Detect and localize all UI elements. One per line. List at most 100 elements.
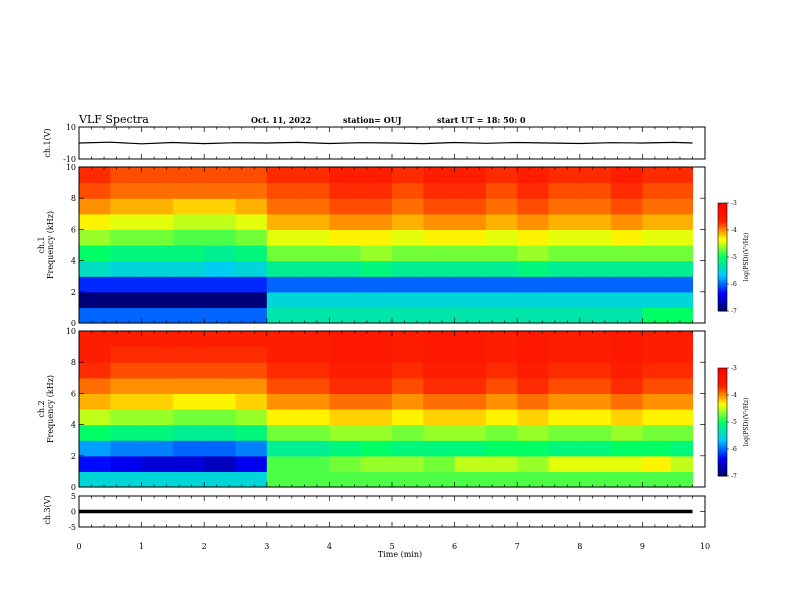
spectrogram-cell xyxy=(548,455,581,472)
colorbar-segment xyxy=(718,213,727,217)
colorbar-label: log(PSD)(V²/Hz) xyxy=(743,398,750,447)
spectrogram-cell xyxy=(266,307,299,324)
spectrogram-cell xyxy=(141,331,174,348)
x-tick-label: 0 xyxy=(76,542,81,551)
spectrogram-cell xyxy=(266,167,299,184)
colorbar-segment xyxy=(718,422,727,425)
colorbar-segment xyxy=(718,239,727,242)
spectrogram-cell xyxy=(579,346,612,363)
spectrogram-cell xyxy=(266,229,299,246)
spectrogram-cell xyxy=(110,182,143,199)
spectrogram-cell xyxy=(298,245,330,262)
spectrogram-cell xyxy=(423,291,456,308)
spectrogram-cell xyxy=(235,260,268,277)
spectrogram-cell xyxy=(548,471,581,488)
spectrogram-cell xyxy=(642,362,672,379)
spectrogram-cell xyxy=(329,213,362,230)
spectrogram-cell xyxy=(79,346,111,363)
spectrogram-cell xyxy=(110,260,143,277)
spectrogram-cell xyxy=(110,331,143,348)
spectrogram-cell xyxy=(172,362,205,379)
spectrogram-cell xyxy=(517,198,550,215)
spectrogram-cell xyxy=(548,377,581,394)
colorbar-segment xyxy=(718,407,727,410)
spectrogram-cell xyxy=(485,440,518,457)
spectrogram-cell xyxy=(266,471,299,488)
spectrogram-cell xyxy=(423,245,456,262)
spectrogram-cell xyxy=(423,307,456,324)
colorbar-label: log(PSD)(V²/Hz) xyxy=(743,233,750,282)
colorbar-segment xyxy=(718,373,727,376)
spectrogram-cell xyxy=(266,291,299,308)
colorbar-segment xyxy=(718,309,727,312)
spectrogram-cell xyxy=(110,307,143,324)
spectrogram-cell xyxy=(329,362,362,379)
colorbar-segment xyxy=(718,266,727,269)
colorbar-segment xyxy=(718,416,727,419)
spectrogram-cell xyxy=(298,291,330,308)
colorbar-segment xyxy=(718,384,727,387)
spectrogram-cell xyxy=(423,471,456,488)
spectrogram-cell xyxy=(670,213,694,230)
colorbar-segment xyxy=(718,389,727,392)
colorbar-segment xyxy=(718,474,727,477)
spectrogram-cell xyxy=(79,377,111,394)
colorbar-segment xyxy=(718,425,727,428)
colorbar-segment xyxy=(718,398,727,401)
spectrogram-cell xyxy=(172,276,205,293)
spectrogram-cell xyxy=(642,276,672,293)
spectrogram-cell xyxy=(517,260,550,277)
spectrogram-cell xyxy=(360,291,393,308)
colorbar-segment xyxy=(718,240,727,244)
colorbar-segment xyxy=(718,289,727,292)
spectrogram-cell xyxy=(172,455,205,472)
spectrogram-cell xyxy=(172,229,205,246)
colorbar-segment xyxy=(718,461,727,464)
spectrogram-cell xyxy=(235,409,268,426)
colorbar-segment xyxy=(718,303,727,307)
spectrogram-cell xyxy=(517,346,550,363)
spectrogram-cell xyxy=(141,440,174,457)
spectrogram-cell xyxy=(454,362,487,379)
spectrogram-cell xyxy=(548,276,581,293)
spectrogram-cell xyxy=(579,213,612,230)
spectrogram-cell xyxy=(485,167,518,184)
spectrogram-cell xyxy=(485,331,518,348)
colorbar-segment xyxy=(718,438,727,441)
colorbar-segment xyxy=(718,285,727,289)
spectrogram-cell xyxy=(360,260,393,277)
colorbar-segment xyxy=(718,221,727,224)
colorbar-segment xyxy=(718,402,727,405)
spectrogram-cell xyxy=(392,393,424,410)
spectrogram-cell xyxy=(579,424,612,441)
spectrogram-cell xyxy=(141,229,174,246)
x-tick-label: 8 xyxy=(577,542,582,551)
spectrogram-cell xyxy=(517,471,550,488)
colorbar-segment xyxy=(718,382,727,385)
colorbar-segment xyxy=(718,371,727,374)
colorbar-segment xyxy=(718,386,727,389)
colorbar-segment xyxy=(718,458,727,461)
spectrogram-cell xyxy=(548,182,581,199)
spectrogram-cell xyxy=(642,260,672,277)
x-tick-label: 7 xyxy=(515,542,520,551)
spectrogram-cell xyxy=(235,377,268,394)
spectrogram-cell xyxy=(141,455,174,472)
spectrogram-cell xyxy=(110,393,143,410)
spectrogram-cell xyxy=(79,276,111,293)
ch3-waveform-panel: 5 0 -5 xyxy=(68,492,706,532)
spectrogram-cell xyxy=(329,377,362,394)
spectrogram-cell xyxy=(79,409,111,426)
spectrogram-cell xyxy=(266,276,299,293)
spectrogram-cell xyxy=(642,409,672,426)
spectrogram-cell xyxy=(329,424,362,441)
colorbar-segment xyxy=(718,436,727,439)
spectrogram-cell xyxy=(670,182,694,199)
spectrogram-cell xyxy=(79,167,111,184)
spectrogram-cell xyxy=(642,307,672,324)
spectrogram-cell xyxy=(172,167,205,184)
spectrogram-cell xyxy=(517,377,550,394)
spectrogram-cell xyxy=(360,440,393,457)
colorbar-segment xyxy=(718,235,727,238)
spectrogram-cell xyxy=(548,245,581,262)
